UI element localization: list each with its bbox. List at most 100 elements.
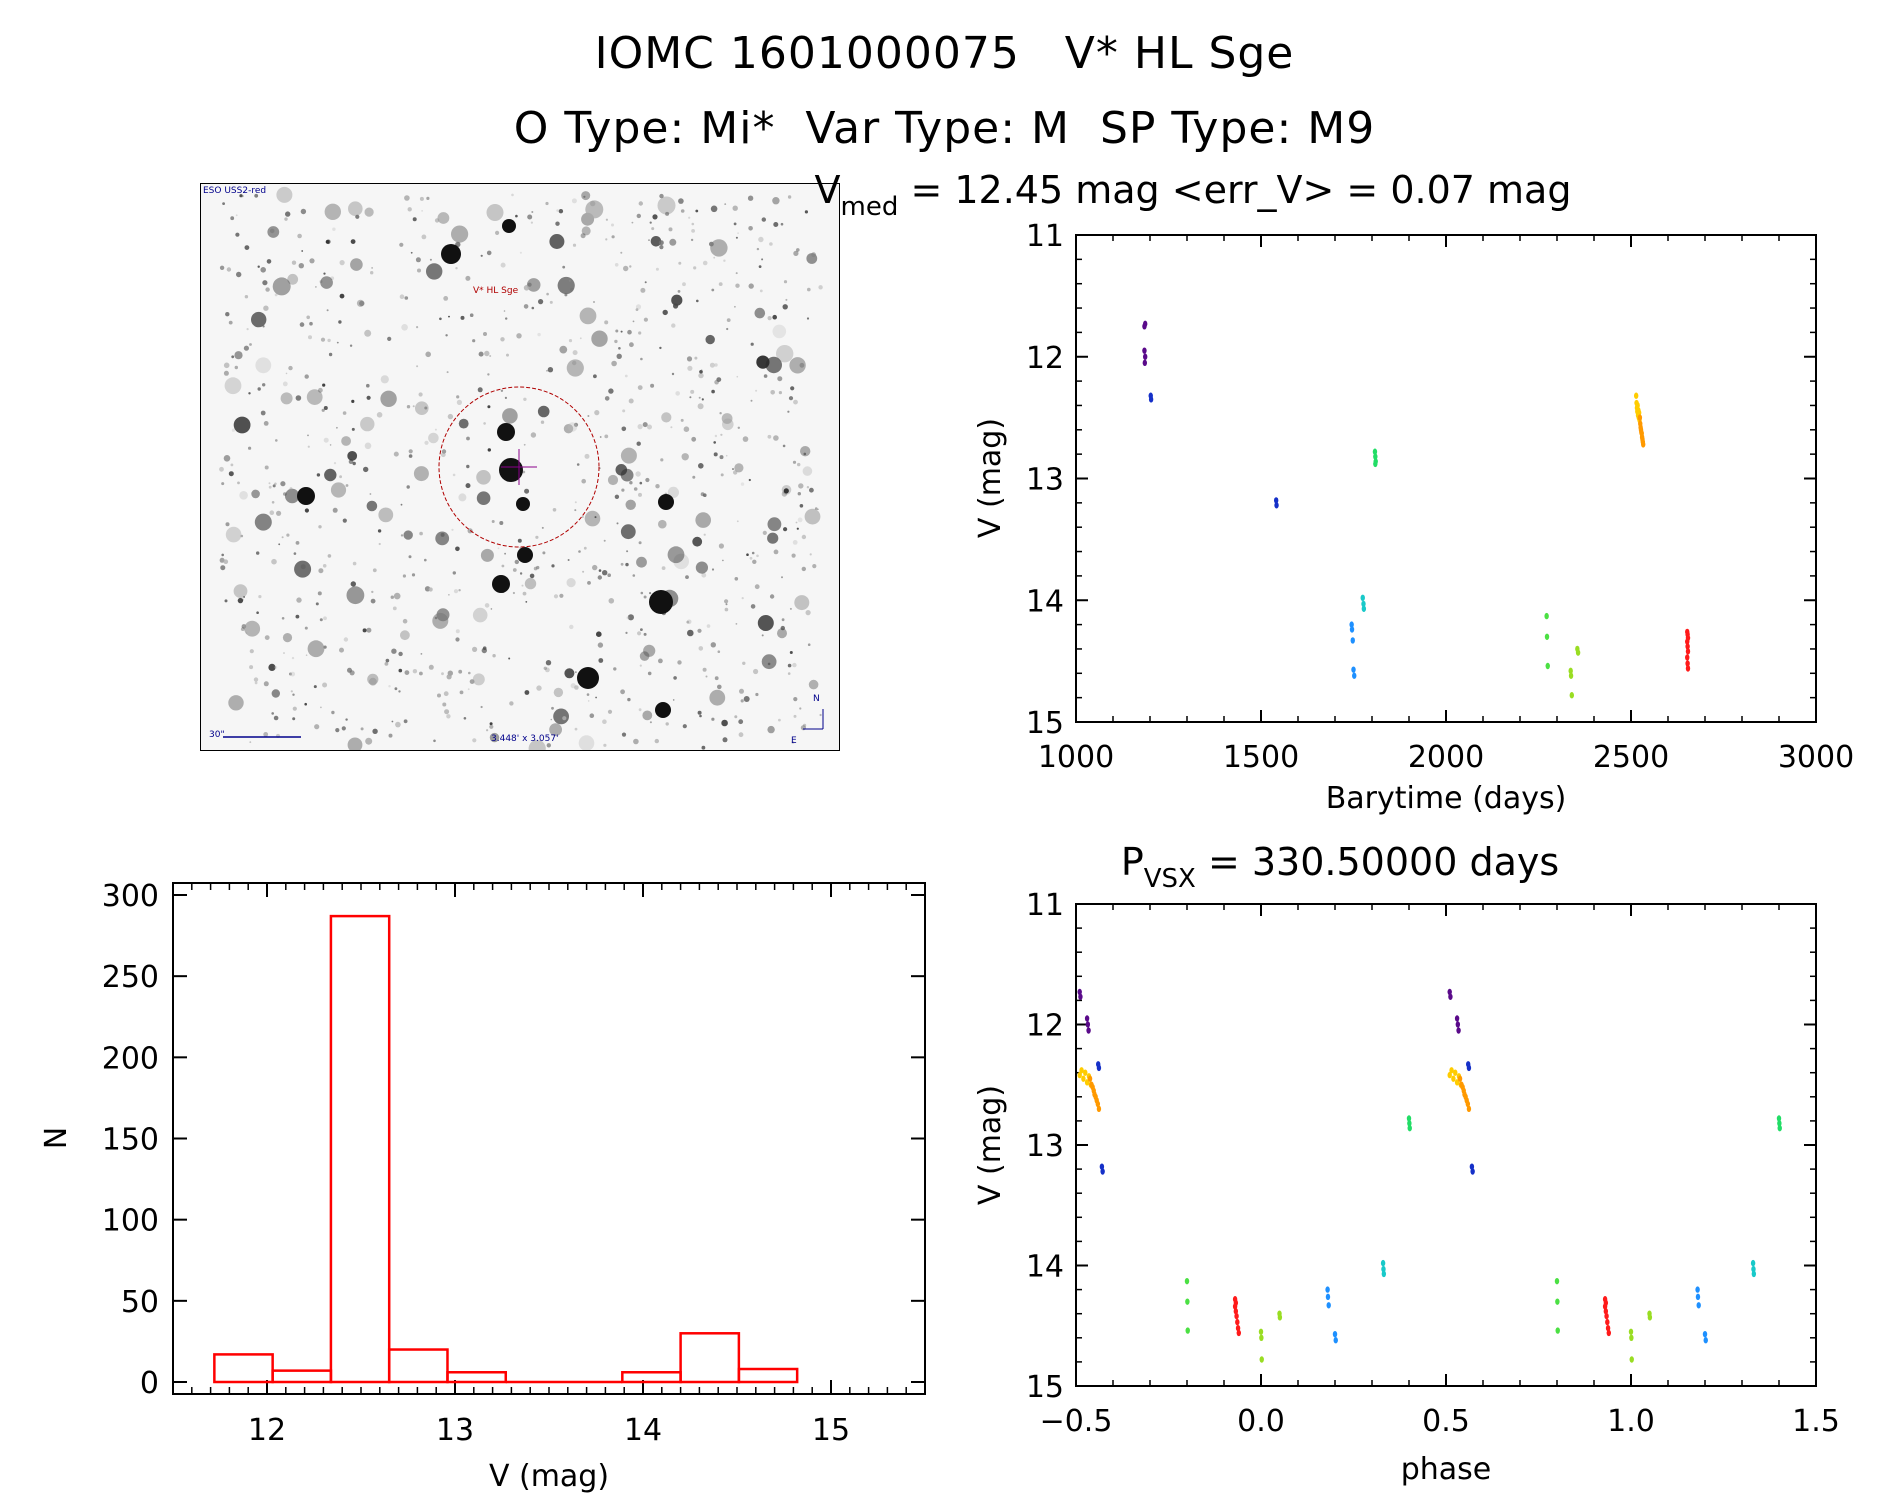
lightcurve-xtick-label: 1000 <box>1038 740 1114 775</box>
stamp-star <box>673 303 679 309</box>
stamp-star <box>618 347 621 350</box>
stamp-star <box>743 696 750 702</box>
stamp-star <box>553 687 564 698</box>
phase-point <box>1333 1337 1338 1344</box>
stamp-star <box>620 468 634 482</box>
stamp-star <box>631 221 634 224</box>
stamp-star <box>495 230 500 235</box>
histogram-ytick-label: 250 <box>102 960 159 995</box>
stamp-star <box>793 399 798 405</box>
stamp-star <box>308 335 312 340</box>
stamp-star <box>419 531 423 536</box>
stamp-star <box>545 201 549 206</box>
stamp-star <box>489 722 493 726</box>
lightcurve-point <box>1639 430 1644 437</box>
stamp-star <box>546 743 551 748</box>
lightcurve-point <box>1142 320 1148 328</box>
lightcurve-point <box>1273 497 1279 504</box>
stamp-star <box>531 306 535 310</box>
phase-point <box>1455 1021 1461 1028</box>
stamp-star <box>767 517 782 532</box>
stamp-star <box>804 210 809 214</box>
stamp-star <box>780 222 784 226</box>
lightcurve-point <box>1685 628 1690 636</box>
stamp-star <box>562 716 567 721</box>
phase-point <box>1232 1296 1238 1303</box>
stamp-star <box>797 462 801 467</box>
stamp-star <box>366 500 378 512</box>
stamp-star <box>235 232 240 237</box>
stamp-star <box>319 618 323 622</box>
stamp-star <box>719 412 722 415</box>
stamp-star <box>806 253 818 264</box>
phase-points <box>1077 988 1782 1363</box>
stamp-star <box>537 405 550 418</box>
histogram-bar <box>387 1348 449 1384</box>
stamp-star <box>668 227 673 232</box>
stamp-star <box>605 218 608 221</box>
stamp-star <box>325 240 330 244</box>
stamp-star <box>472 646 478 652</box>
stamp-star <box>787 663 792 668</box>
stamp-star <box>762 530 767 535</box>
stamp-star <box>408 449 413 454</box>
stamp-star <box>282 381 288 387</box>
stamp-star <box>251 489 260 499</box>
phase-ytick-label: 14 <box>1026 1250 1064 1285</box>
stamp-star <box>680 209 685 213</box>
stamp-star <box>698 646 704 651</box>
stamp-star <box>624 374 628 378</box>
stamp-star <box>324 468 337 482</box>
stamp-star <box>469 313 474 317</box>
stamp-star <box>528 739 546 750</box>
stamp-star <box>339 647 344 653</box>
stamp-star <box>412 217 417 222</box>
stamp-star <box>696 299 699 303</box>
stamp-star <box>444 709 450 715</box>
stamp-star <box>678 198 684 204</box>
phase-title-sub: VSX <box>1144 864 1196 894</box>
stamp-star <box>773 222 779 227</box>
stamp-star <box>504 552 506 555</box>
stamp-star <box>336 426 338 429</box>
stamp-star <box>509 701 514 706</box>
stamp-star <box>239 194 243 198</box>
stamp-star <box>466 436 470 441</box>
phase-title-prefix: P <box>1121 840 1144 884</box>
stamp-star <box>638 492 642 497</box>
phase-point <box>1084 1079 1090 1086</box>
stamp-star <box>388 685 391 688</box>
stamp-star <box>328 352 333 357</box>
phase-point <box>1460 1083 1465 1091</box>
stamp-star <box>620 524 636 540</box>
stamp-star <box>265 287 270 292</box>
stamp-star <box>637 631 642 636</box>
lightcurve-point <box>1641 441 1646 448</box>
stamp-star <box>453 589 459 594</box>
stamp-star <box>416 326 419 329</box>
stamp-star <box>776 345 794 363</box>
stamp-star <box>791 553 796 558</box>
stamp-star <box>724 599 729 604</box>
lightcurve-title-sub: med <box>841 192 899 222</box>
histogram-bar <box>271 1369 333 1384</box>
stamp-star <box>249 741 252 743</box>
stamp-star <box>455 267 458 270</box>
stamp-star <box>321 408 325 412</box>
phase-point <box>1449 1067 1454 1074</box>
stamp-star <box>487 373 490 376</box>
phase-point <box>1470 1168 1475 1175</box>
stamp-star <box>738 719 744 725</box>
stamp-star <box>757 615 774 631</box>
stamp-star <box>327 338 331 343</box>
stamp-star <box>651 227 655 231</box>
stamp-star <box>253 677 259 682</box>
stamp-star <box>658 658 663 664</box>
stamp-star <box>777 376 783 382</box>
stamp-star <box>698 372 704 379</box>
stamp-star <box>747 195 754 201</box>
stamp-star <box>789 651 793 654</box>
stamp-star <box>667 546 685 564</box>
phase-point <box>1332 1330 1338 1338</box>
stamp-star <box>799 707 802 710</box>
